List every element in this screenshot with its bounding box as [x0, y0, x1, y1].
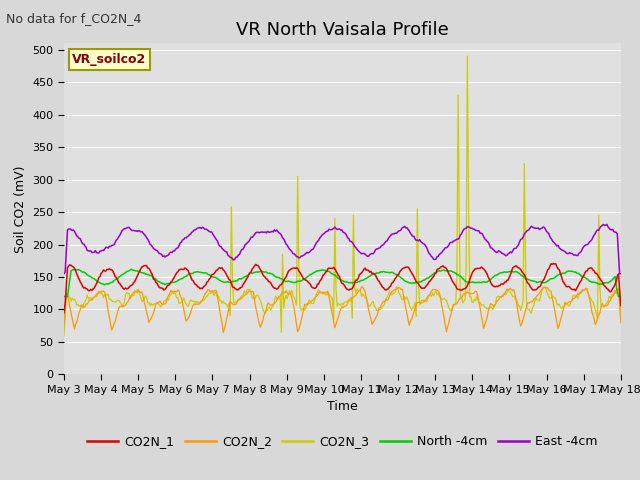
Text: VR_soilco2: VR_soilco2 — [72, 53, 147, 66]
Text: No data for f_CO2N_4: No data for f_CO2N_4 — [6, 12, 142, 25]
X-axis label: Time: Time — [327, 400, 358, 413]
Title: VR North Vaisala Profile: VR North Vaisala Profile — [236, 21, 449, 39]
Y-axis label: Soil CO2 (mV): Soil CO2 (mV) — [14, 165, 27, 252]
Legend: CO2N_1, CO2N_2, CO2N_3, North -4cm, East -4cm: CO2N_1, CO2N_2, CO2N_3, North -4cm, East… — [82, 431, 603, 453]
